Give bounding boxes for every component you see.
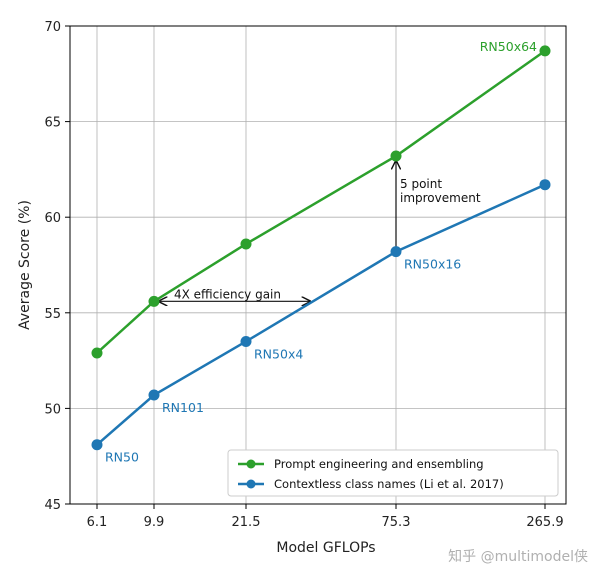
y-tick-label: 60 bbox=[44, 211, 61, 226]
x-tick-label: 21.5 bbox=[232, 515, 261, 530]
data-point bbox=[148, 295, 160, 307]
x-tick-label: 9.9 bbox=[144, 515, 165, 530]
y-tick-label: 70 bbox=[44, 20, 61, 35]
x-tick-label: 6.1 bbox=[87, 515, 108, 530]
data-point bbox=[91, 347, 103, 359]
point-label: RN50x4 bbox=[254, 346, 303, 361]
improvement-annotation-line2: improvement bbox=[400, 191, 481, 205]
x-tick-label: 75.3 bbox=[382, 515, 411, 530]
legend-marker-prompt bbox=[246, 459, 256, 469]
point-label: RN50x64 bbox=[480, 39, 537, 54]
x-tick-label: 265.9 bbox=[526, 515, 563, 530]
series-layer: RN50 RN101 RN50x4 RN50x16 RN50x64 bbox=[91, 39, 551, 465]
legend: Prompt engineering and ensembling Contex… bbox=[227, 449, 559, 497]
data-point bbox=[148, 389, 160, 401]
x-axis-title: Model GFLOPs bbox=[276, 540, 375, 556]
axes: 45 50 55 60 65 70 6.1 9.9 21.5 75.3 265.9 bbox=[44, 20, 563, 530]
y-tick-label: 50 bbox=[44, 402, 61, 417]
legend-label-contextless: Contextless class names (Li et al. 2017) bbox=[274, 477, 504, 491]
watermark: 知乎 @multimodel侠 bbox=[448, 549, 588, 565]
annotations: 4X efficiency gain 5 point improvement bbox=[159, 161, 481, 301]
y-tick-label: 55 bbox=[44, 307, 61, 322]
efficiency-annotation: 4X efficiency gain bbox=[174, 287, 281, 301]
y-axis-title: Average Score (%) bbox=[17, 200, 33, 330]
legend-label-prompt: Prompt engineering and ensembling bbox=[274, 457, 484, 471]
plot-frame bbox=[69, 25, 567, 505]
improvement-annotation-line1: 5 point bbox=[400, 177, 442, 191]
data-point bbox=[539, 45, 551, 57]
data-point bbox=[390, 246, 402, 258]
point-label: RN50 bbox=[105, 450, 139, 465]
data-point bbox=[390, 150, 402, 162]
point-label: RN101 bbox=[162, 400, 204, 415]
point-label: RN50x16 bbox=[404, 257, 461, 272]
y-tick-label: 45 bbox=[44, 498, 61, 513]
data-point bbox=[91, 439, 103, 451]
data-point bbox=[240, 238, 252, 250]
legend-box bbox=[227, 449, 559, 497]
grid bbox=[70, 25, 566, 505]
legend-marker-contextless bbox=[246, 479, 256, 489]
data-point bbox=[240, 335, 252, 347]
data-point bbox=[539, 179, 551, 191]
y-tick-label: 65 bbox=[44, 116, 61, 131]
